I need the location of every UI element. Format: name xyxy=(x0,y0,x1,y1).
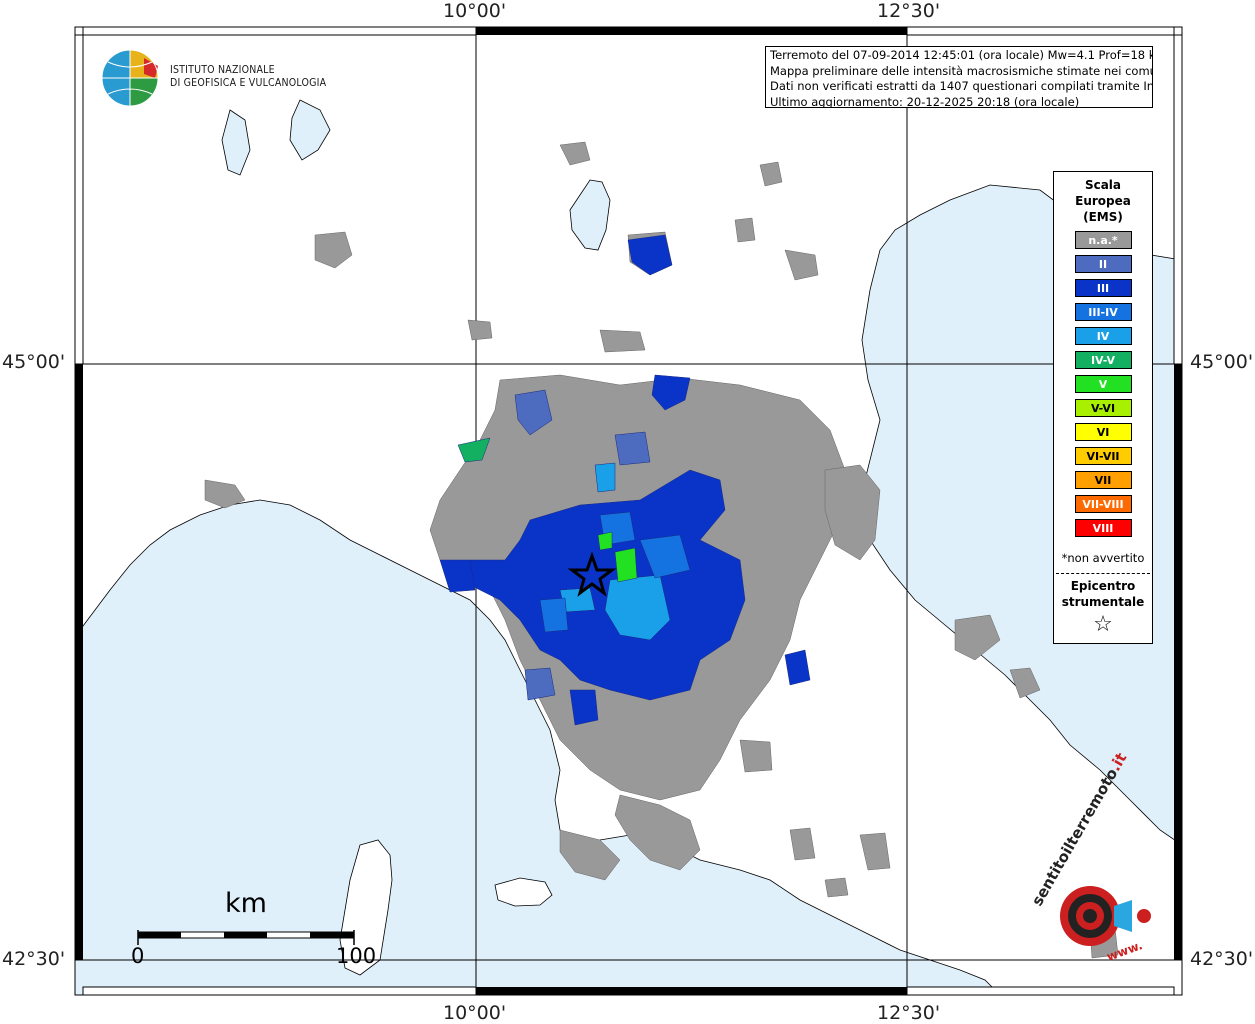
right-lat-label-2: 42°30' xyxy=(1190,948,1254,970)
logo-line-2: DI GEOFISICA E VULCANOLOGIA xyxy=(170,77,327,89)
island-elba xyxy=(494,877,553,907)
epicenter-star xyxy=(567,551,617,597)
right-lat-label-1: 45°00' xyxy=(1190,351,1254,373)
legend-item-9: VI-VII xyxy=(1074,447,1132,465)
ingv-logo: ISTITUTO NAZIONALE DI GEOFISICA E VULCAN… xyxy=(100,48,330,110)
legend-epicenter-line-2: strumentale xyxy=(1061,595,1145,609)
logo-line-1: ISTITUTO NAZIONALE xyxy=(170,64,275,76)
top-lon-label-2: 12°30' xyxy=(877,0,941,22)
scale-min-label: 0 xyxy=(131,944,145,968)
info-line-1: Terremoto del 07-09-2014 12:45:01 (ora l… xyxy=(770,48,1153,62)
legend-item-1: II xyxy=(1074,255,1132,273)
legend-item-3: III-IV xyxy=(1074,303,1132,321)
felt-zone-v xyxy=(597,531,638,583)
info-line-3: Dati non verificati estratti da 1407 que… xyxy=(770,79,1153,93)
legend-title-line-1: Scala xyxy=(1084,178,1122,192)
legend-item-10: VII xyxy=(1074,471,1132,489)
legend-item-8: VI xyxy=(1074,423,1132,441)
intensity-legend: Scala Europea (EMS) n.a.* II III III-IV IV IV… xyxy=(1053,171,1153,644)
legend-title-line-3: (EMS) xyxy=(1083,210,1123,224)
legend-item-12: VIII xyxy=(1074,519,1132,537)
lake-maggiore xyxy=(221,109,251,176)
lake-como xyxy=(289,99,331,161)
legend-item-5: IV-V xyxy=(1074,351,1132,369)
bottom-lon-label-2: 12°30' xyxy=(877,1002,941,1024)
legend-item-4: IV xyxy=(1074,327,1132,345)
left-lat-label-2: 42°30' xyxy=(2,948,66,970)
info-line-4: Ultimo aggiornamento: 20-12-2025 20:18 (… xyxy=(770,94,1080,108)
legend-items: n.a.* II III III-IV IV IV-V V V-VI VI VI-VII VII VI… xyxy=(1054,231,1152,537)
legend-epicenter-line-1: Epicentro xyxy=(1070,579,1136,593)
left-lat-label-1: 45°00' xyxy=(2,351,66,373)
legend-item-6: V xyxy=(1074,375,1132,393)
legend-title-line-2: Europea xyxy=(1075,194,1131,208)
scale-unit: km xyxy=(225,888,267,919)
legend-item-2: III xyxy=(1074,279,1132,297)
ingv-globe-icon xyxy=(101,49,159,107)
target-icon xyxy=(1060,886,1151,946)
sentito-badge: sentitoilterremoto.it www. xyxy=(1028,750,1162,972)
event-info-box: Terremoto del 07-09-2014 12:45:01 (ora l… xyxy=(765,46,1153,108)
star-icon: ☆ xyxy=(1093,612,1113,637)
bottom-lon-label-1: 10°00' xyxy=(443,1002,507,1024)
legend-item-11: VII-VIII xyxy=(1074,495,1132,513)
legend-item-0: n.a.* xyxy=(1074,231,1132,249)
scale-max-label: 100 xyxy=(336,944,377,968)
scale-bar xyxy=(137,930,355,945)
legend-epicenter-label: Epicentro strumentale xyxy=(1054,578,1152,610)
felt-zone-iv-v xyxy=(457,437,491,463)
felt-zone-ii xyxy=(514,389,651,701)
legend-separator xyxy=(1056,573,1150,574)
legend-title: Scala Europea (EMS) xyxy=(1054,177,1152,225)
felt-zone-iii-iv xyxy=(539,511,691,633)
top-lon-label-1: 10°00' xyxy=(443,0,507,22)
legend-note: *non avvertito xyxy=(1061,551,1145,565)
legend-item-7: V-VI xyxy=(1074,399,1132,417)
info-line-2: Mappa preliminare delle intensità macros… xyxy=(770,63,1153,78)
lake-garda xyxy=(569,179,611,251)
